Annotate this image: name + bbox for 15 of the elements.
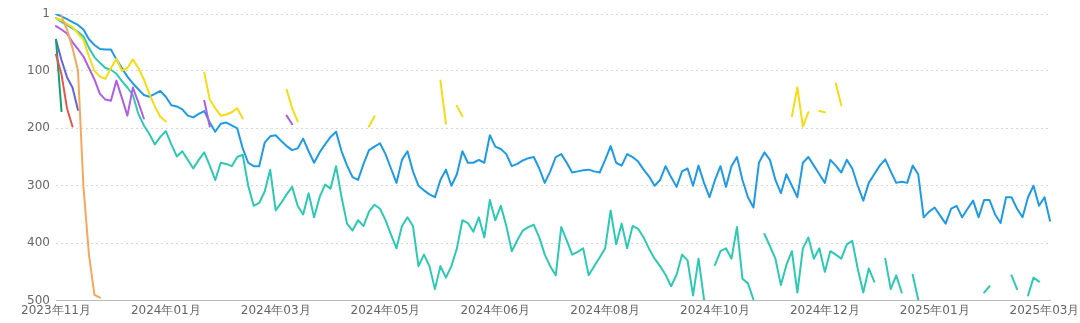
x-tick-label: 2024年03月 [240,302,311,317]
x-tick-label: 2024年12月 [789,302,860,317]
x-tick-label: 2024年10月 [680,302,750,317]
x-tick-label: 2024年01月 [130,302,201,317]
x-tick-label: 2024年08月 [570,302,641,317]
x-tick-label: 2025年03月 [1009,302,1080,317]
x-tick-label: 2023年11月 [21,302,91,317]
x-tick-label: 2024年06月 [460,302,531,317]
y-tick-label: 1 [42,6,50,21]
x-tick-label: 2024年05月 [350,302,421,317]
y-tick-label: 100 [27,62,50,77]
y-tick-label: 300 [27,177,50,192]
x-tick-label: 2025年01月 [899,302,970,317]
y-tick-label: 200 [27,120,50,135]
y-tick-label: 400 [27,235,50,250]
